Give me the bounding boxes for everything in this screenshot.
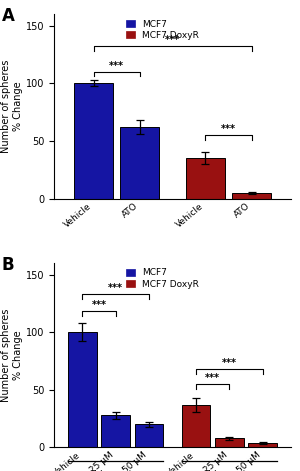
Bar	[101, 415, 130, 447]
Bar	[68, 332, 97, 447]
Bar	[186, 158, 225, 198]
Legend: MCF7, MCF7 DoxyR: MCF7, MCF7 DoxyR	[125, 19, 200, 41]
Bar	[74, 83, 113, 198]
Bar	[135, 424, 163, 447]
Text: ***: ***	[205, 373, 220, 383]
Bar	[182, 405, 210, 447]
Y-axis label: Number of spheres
% Change: Number of spheres % Change	[2, 309, 23, 402]
Text: ***: ***	[92, 300, 106, 310]
Bar	[248, 443, 277, 447]
Text: ***: ***	[165, 35, 180, 45]
Bar	[120, 127, 159, 198]
Legend: MCF7, MCF7 DoxyR: MCF7, MCF7 DoxyR	[125, 268, 200, 290]
Y-axis label: Number of spheres
% Change: Number of spheres % Change	[2, 60, 23, 153]
Text: ***: ***	[108, 283, 123, 293]
Text: B: B	[2, 256, 14, 274]
Bar	[232, 193, 271, 198]
Bar	[215, 438, 244, 447]
Text: ***: ***	[221, 124, 236, 134]
Text: ***: ***	[109, 61, 124, 71]
Text: ***: ***	[222, 358, 237, 368]
Text: A: A	[2, 7, 15, 25]
